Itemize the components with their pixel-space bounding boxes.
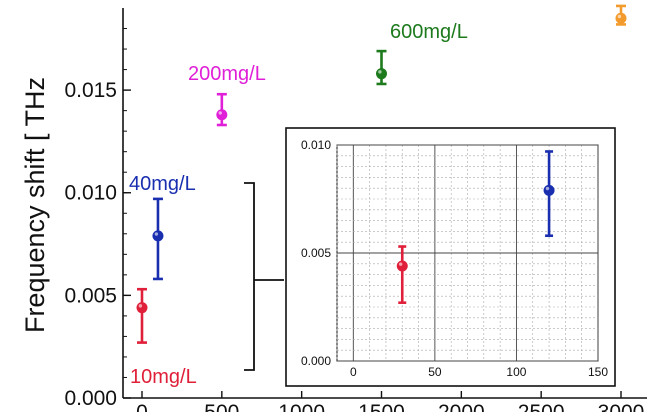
y-tick-label: 0.015 [64,79,117,102]
inset-y-tick-label: 0.005 [301,246,331,260]
inset-point-1-highlight [545,186,550,191]
annotation-10mg: 10mg/L [130,366,197,388]
main-point-1-marker [152,230,164,242]
x-tick-label: 2000 [438,401,485,412]
main-point-4 [615,4,627,26]
main-point-1 [152,197,164,281]
y-tick-label: 0.010 [64,182,117,205]
annotation-600mg: 600mg/L [390,21,468,43]
inset-x-tick-label: 50 [428,365,442,379]
x-tick-label: 1000 [278,401,325,412]
inset-point-1-marker [543,184,555,196]
main-point-2-marker [216,109,228,121]
inset-x-tick-label: 150 [588,365,608,379]
main-point-3-highlight [378,70,382,74]
main-point-4-marker [615,12,627,24]
main-point-3-marker [376,68,387,80]
inset-point-0 [396,245,408,304]
inset-y-tick-label: 0.010 [301,138,331,152]
annotation-200mg: 200mg/L [188,63,266,85]
group-bracket [244,182,284,371]
main-point-0-highlight [138,304,143,308]
y-tick-label: 0.000 [64,387,117,410]
inset-point-0-marker [396,260,408,272]
main-point-0 [136,287,148,344]
x-tick-label: 2500 [518,401,565,412]
inset-x-tick-label: 0 [350,365,357,379]
inset-x-tick-label: 100 [506,365,526,379]
annotation-40mg: 40mg/L [129,173,196,195]
x-tick-label: 500 [204,401,239,412]
main-point-4-highlight [617,14,622,19]
main-point-2-highlight [218,111,222,115]
y-tick-label: 0.005 [64,284,117,307]
main-point-1-highlight [154,232,159,236]
y-axis-label: Frequency shift [ THz [20,77,50,333]
inset-y-tick-label: 0.000 [301,354,331,368]
inset-point-1 [543,150,555,238]
x-tick-label: 0 [136,401,148,412]
inset-point-0-highlight [398,262,403,266]
main-point-2 [216,92,228,127]
main-point-3 [376,49,387,86]
main-point-0-marker [136,302,148,314]
x-tick-label: 3000 [598,401,645,412]
